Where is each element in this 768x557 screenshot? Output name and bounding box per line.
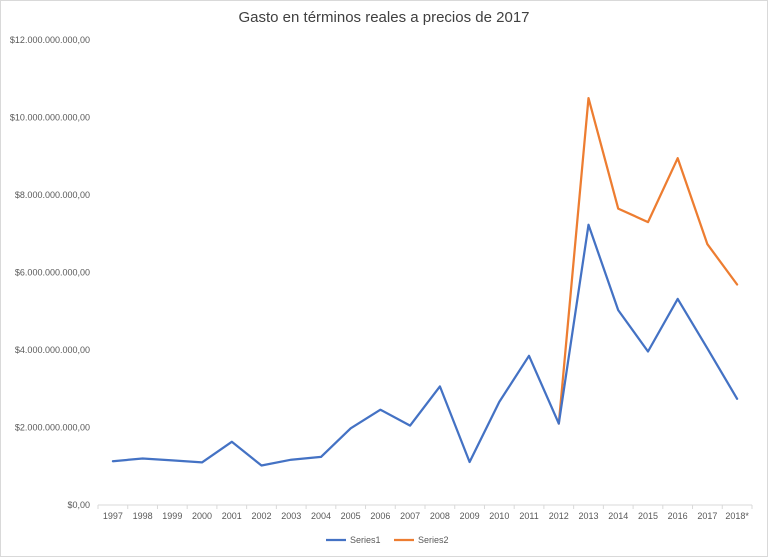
x-tick-label: 2018* — [725, 511, 749, 521]
series-lines — [111, 96, 739, 467]
x-tick-label: 2015 — [638, 511, 658, 521]
y-tick-label: $6.000.000.000,00 — [15, 268, 90, 278]
x-tick-label: 2004 — [311, 511, 331, 521]
x-tick-label: 2000 — [192, 511, 212, 521]
x-tick-label: 1999 — [162, 511, 182, 521]
x-tick-label: 2014 — [608, 511, 628, 521]
y-tick-label: $2.000.000.000,00 — [15, 423, 90, 433]
x-tick-label: 2011 — [519, 511, 538, 521]
x-tick-label: 2006 — [370, 511, 390, 521]
x-tick-label: 2007 — [400, 511, 420, 521]
x-tick-label: 2003 — [281, 511, 301, 521]
x-tick-label: 2009 — [460, 511, 480, 521]
y-tick-label: $0,00 — [67, 500, 90, 510]
x-tick-label: 1998 — [133, 511, 153, 521]
legend-label: Series1 — [350, 535, 381, 545]
legend: Series1 Series2 — [326, 535, 449, 545]
x-axis: 1997 1998 1999 2000 2001 2002 2003 2004 2005 2006… — [97, 504, 753, 521]
x-tick-label: 2010 — [489, 511, 509, 521]
y-tick-label: $4.000.000.000,00 — [15, 345, 90, 355]
x-tick-label: 2001 — [222, 511, 242, 521]
y-tick-label: $12.000.000.000,00 — [10, 35, 90, 45]
legend-label: Series2 — [418, 535, 449, 545]
series-line-series2 — [557, 96, 739, 425]
x-tick-label: 2012 — [549, 511, 569, 521]
x-tick-label: 2017 — [697, 511, 717, 521]
x-tick-label: 2016 — [668, 511, 688, 521]
x-tick-label: 2005 — [341, 511, 361, 521]
series-line-series1 — [111, 223, 739, 467]
chart-title: Gasto en términos reales a precios de 20… — [238, 9, 530, 26]
x-tick-label: 2013 — [578, 511, 598, 521]
x-tick-label: 2008 — [430, 511, 450, 521]
y-axis: $0,00 $2.000.000.000,00 $4.000.000.000,00 $… — [10, 35, 90, 510]
y-tick-label: $8.000.000.000,00 — [15, 190, 90, 200]
x-tick-label: 1997 — [103, 511, 123, 521]
x-tick-label: 2002 — [251, 511, 271, 521]
y-tick-label: $10.000.000.000,00 — [10, 113, 90, 123]
